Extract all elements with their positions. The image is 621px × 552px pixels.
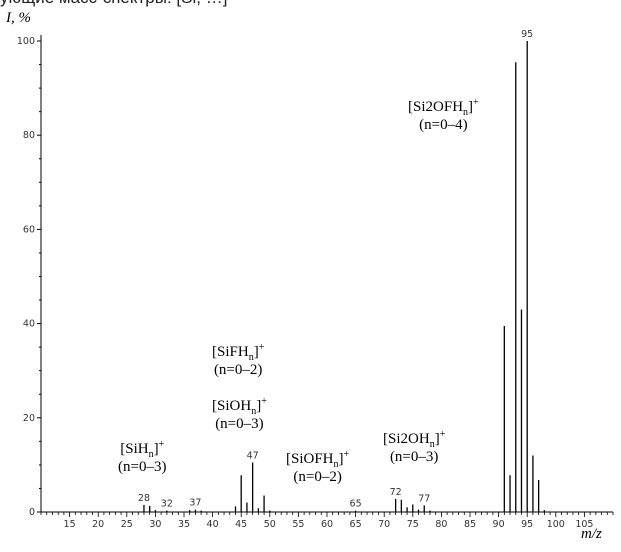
x-tick-label: 70: [378, 519, 390, 530]
x-tick-label: 85: [464, 519, 476, 530]
peak-labels-group: 28 32 37 47 65 72 77 95: [138, 29, 533, 510]
x-tick-label: 25: [121, 519, 133, 530]
y-tick-label: 40: [23, 319, 35, 330]
peak-label: 47: [247, 451, 259, 462]
x-tick-label: 90: [493, 519, 505, 530]
x-tick-label: 20: [92, 519, 104, 530]
peak-label: 32: [161, 499, 173, 510]
y-tick-label: 80: [23, 130, 35, 141]
peak-label: 65: [350, 499, 362, 510]
annotation-si2ohn-formula: [Si2OHn]+: [383, 429, 446, 450]
y-axis-title: I, %: [6, 10, 31, 26]
annotation-sifhn: [SiFHn]+ (n=0–2): [212, 343, 264, 379]
y-tick-label: 0: [29, 507, 35, 518]
peak-label: 72: [390, 487, 402, 498]
annotation-sihn-formula: [SiHn]+: [120, 439, 165, 460]
annotation-sihn: [SiHn]+ (n=0–3): [118, 440, 166, 476]
y-tick-label: 100: [17, 36, 35, 47]
annotation-sifhn-formula: [SiFHn]+: [212, 342, 265, 363]
annotation-siofhn-range: (n=0–2): [293, 469, 342, 485]
annotation-si2ohn: [Si2OHn]+ (n=0–3): [383, 430, 445, 466]
peak-label: 28: [138, 493, 150, 504]
annotation-siohn: [SiOHn]+ (n=0–3): [212, 397, 267, 433]
annotation-sihn-range: (n=0–3): [118, 459, 167, 475]
x-tick-label: 50: [264, 519, 276, 530]
annotation-si2ofhn: [Si2OFHn]+ (n=0–4): [408, 98, 479, 134]
annotation-siohn-formula: [SiOHn]+: [212, 396, 267, 417]
annotation-sifhn-range: (n=0–2): [213, 362, 263, 378]
annotation-si2ofhn-formula: [Si2OFHn]+: [408, 97, 479, 118]
x-tick-label: 30: [149, 519, 161, 530]
x-tick-label: 105: [575, 519, 593, 530]
x-axis-title: m/z: [581, 526, 602, 542]
figure-caption-fragment: ующие масс-спектры: [Si, …]: [0, 0, 227, 8]
annotation-siofhn: [SiOFHn]+ (n=0–2): [286, 450, 349, 486]
x-tick-label: 35: [178, 519, 190, 530]
peak-label: 37: [189, 498, 201, 509]
y-tick-label: 60: [23, 224, 35, 235]
x-tick-label: 80: [435, 519, 447, 530]
axes-group: 0 20 40 60 80 100 15 20 25 30 35 40 45 50 55 60 65 70 75 80…: [17, 35, 614, 530]
x-tick-label: 55: [292, 519, 304, 530]
annotation-siofhn-formula: [SiOFHn]+: [286, 449, 350, 470]
x-tick-label: 100: [547, 519, 565, 530]
x-tick-label: 65: [350, 519, 362, 530]
peaks-group: [143, 41, 546, 512]
x-tick-label: 95: [521, 519, 533, 530]
x-tick-label: 75: [407, 519, 419, 530]
x-tick-label: 60: [321, 519, 333, 530]
peak-label: 95: [521, 29, 533, 40]
peak-label: 77: [418, 493, 430, 504]
annotation-siohn-range: (n=0–3): [215, 416, 264, 432]
x-tick-label: 40: [207, 519, 219, 530]
x-tick-label: 15: [64, 519, 76, 530]
annotation-si2ofhn-range: (n=0–4): [419, 117, 468, 133]
x-tick-label: 45: [235, 519, 247, 530]
y-tick-label: 20: [23, 413, 35, 424]
annotation-si2ohn-range: (n=0–3): [389, 449, 439, 465]
